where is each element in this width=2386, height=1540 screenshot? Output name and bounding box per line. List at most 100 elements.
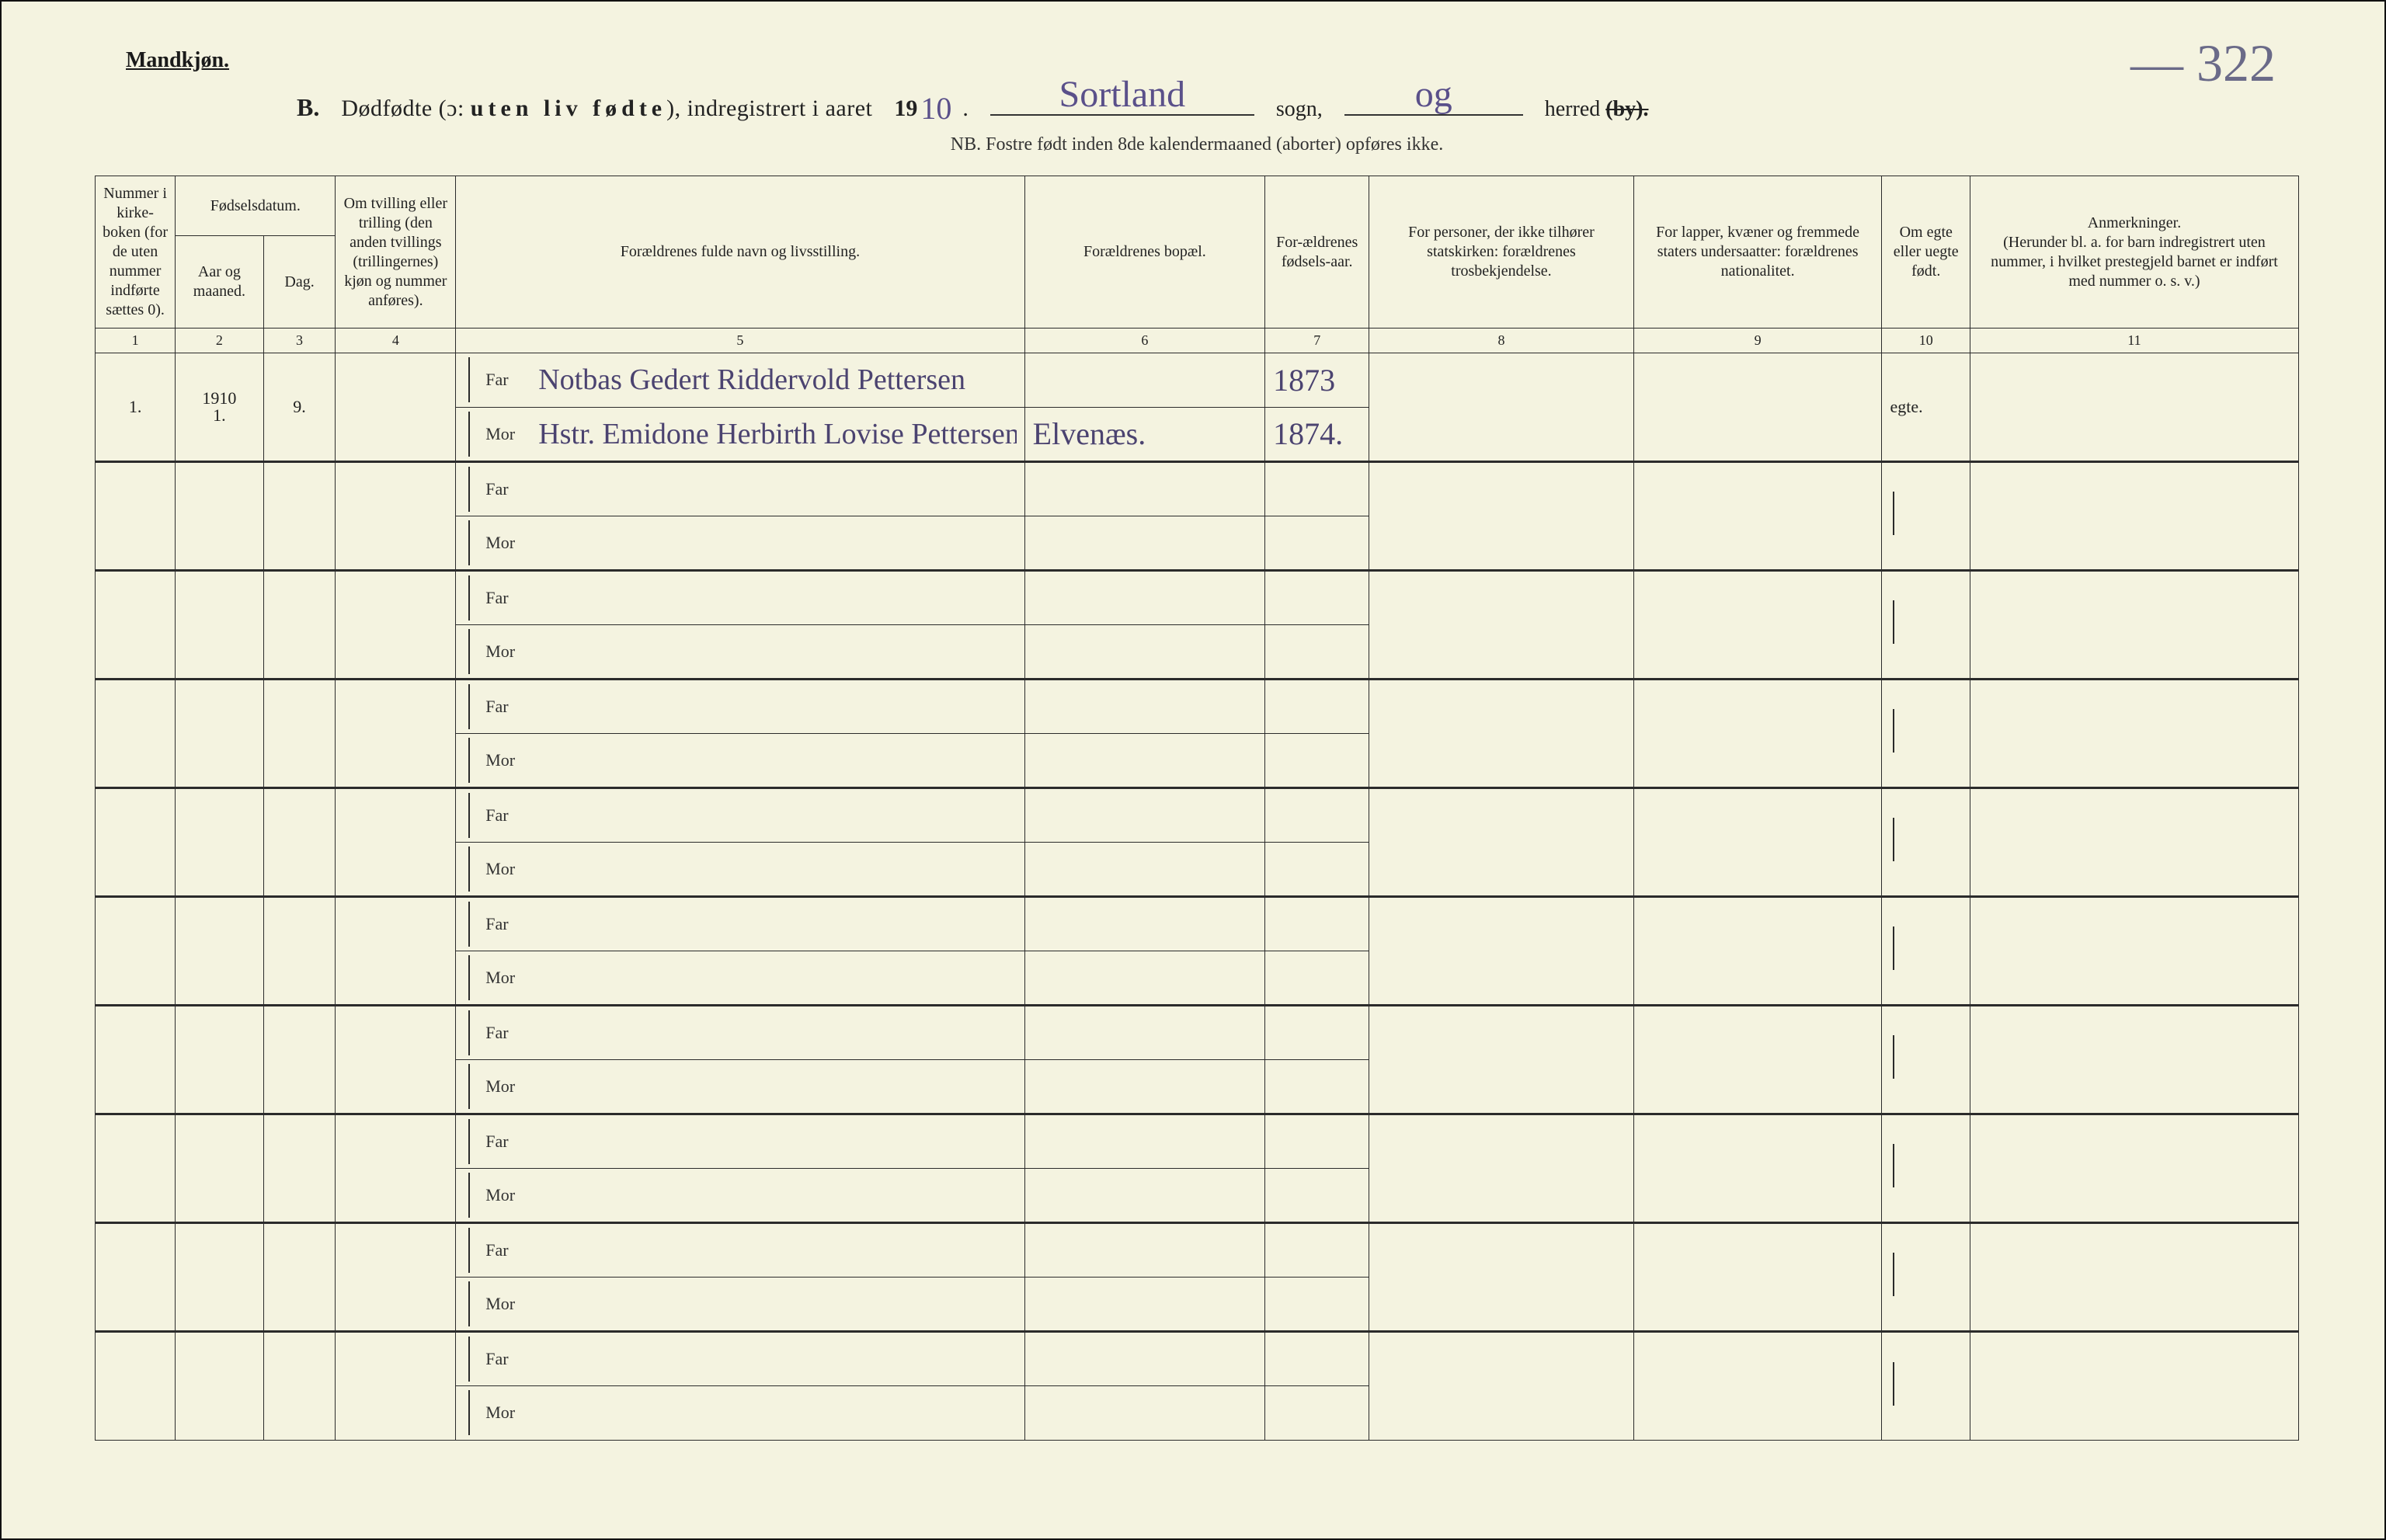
entry-row-far: Far — [96, 1114, 2299, 1168]
entry-mor-bopael — [1024, 733, 1264, 787]
entry-tros — [1369, 1331, 1633, 1440]
entry-dag — [263, 1331, 336, 1440]
entry-far-name: Far — [456, 1222, 1024, 1277]
colnum-1: 1 — [96, 329, 176, 353]
parent-name-cell: Mor — [464, 951, 1016, 1004]
col-header-2a: Aar og maaned. — [176, 236, 263, 329]
colnum-3: 3 — [263, 329, 336, 353]
entry-tvilling — [336, 679, 456, 787]
entry-far-name: Far — [456, 1114, 1024, 1168]
role-divider — [468, 1173, 470, 1218]
entry-tros — [1369, 896, 1633, 1005]
entry-number — [96, 1005, 176, 1114]
entry-aar — [176, 896, 263, 1005]
role-label: Far — [485, 1240, 523, 1260]
entry-tros — [1369, 1114, 1633, 1222]
parent-name: Hstr. Emidone Herbirth Lovise Pettersen — [538, 417, 1016, 451]
parent-name-cell: Far — [464, 1115, 1016, 1168]
entry-row-far: Far — [96, 461, 2299, 516]
role-divider — [468, 575, 470, 621]
entry-mor-bopael — [1024, 1277, 1264, 1331]
entry-aar — [176, 1005, 263, 1114]
table-head: Nummer i kirke-boken (for de uten nummer… — [96, 176, 2299, 353]
role-label: Mor — [485, 424, 523, 444]
col-header-1: Nummer i kirke-boken (for de uten nummer… — [96, 176, 176, 329]
col-header-11: Anmerkninger. (Herunder bl. a. for barn … — [1970, 176, 2298, 329]
col-header-2b: Dag. — [263, 236, 336, 329]
entry-far-faar — [1265, 896, 1369, 951]
entry-egte — [1882, 1331, 1970, 1440]
colnum-9: 9 — [1633, 329, 1882, 353]
entry-dag — [263, 1222, 336, 1331]
entry-tros — [1369, 353, 1633, 461]
entry-egte — [1882, 1005, 1970, 1114]
ledger-page: Mandkjøn. — 322 B. Dødfødte (ɔ: uten liv… — [0, 0, 2386, 1540]
parent-name-cell: FarNotbas Gedert Riddervold Pettersen — [464, 353, 1016, 407]
entry-nat — [1633, 787, 1882, 896]
entry-far-bopael — [1024, 1222, 1264, 1277]
parent-name-cell: Far — [464, 572, 1016, 624]
title-prefix: B. — [297, 93, 319, 122]
bracket-mark — [1893, 1253, 1894, 1296]
colnum-7: 7 — [1265, 329, 1369, 353]
role-divider — [468, 1010, 470, 1055]
role-label: Far — [485, 805, 523, 826]
entry-far-bopael — [1024, 896, 1264, 951]
entry-number: 1. — [96, 353, 176, 461]
year-prefix: 19 — [894, 96, 917, 122]
entry-far-bopael — [1024, 570, 1264, 624]
entry-nat — [1633, 353, 1882, 461]
entry-anm — [1970, 1222, 2298, 1331]
entry-aar: 1910 1. — [176, 353, 263, 461]
entry-tvilling — [336, 1331, 456, 1440]
entry-mor-bopael — [1024, 951, 1264, 1005]
entry-number — [96, 1222, 176, 1331]
entry-egte — [1882, 1114, 1970, 1222]
parent-name-cell: Mor — [464, 1278, 1016, 1330]
title-main: Dødfødte (ɔ: uten liv fødte), indregistr… — [341, 96, 872, 122]
parent-name-cell: Far — [464, 1333, 1016, 1385]
entry-mor-faar — [1265, 1277, 1369, 1331]
entry-mor-name: Mor — [456, 1385, 1024, 1440]
parent-name-cell: Far — [464, 680, 1016, 733]
entry-anm — [1970, 570, 2298, 679]
entry-far-name: Far — [456, 570, 1024, 624]
entry-anm — [1970, 679, 2298, 787]
entry-anm — [1970, 461, 2298, 570]
entry-aar — [176, 461, 263, 570]
entry-egte — [1882, 1222, 1970, 1331]
role-label: Mor — [485, 968, 523, 988]
entry-mor-name: Mor — [456, 733, 1024, 787]
entry-nat — [1633, 679, 1882, 787]
col-header-10: Om egte eller uegte født. — [1882, 176, 1970, 329]
role-label: Mor — [485, 1403, 523, 1423]
sogn-blank: Sortland — [990, 89, 1254, 116]
entry-number — [96, 679, 176, 787]
parent-name-cell: Far — [464, 1006, 1016, 1059]
entry-mor-name: Mor — [456, 842, 1024, 896]
entry-nat — [1633, 1114, 1882, 1222]
entry-tvilling — [336, 1222, 456, 1331]
entry-mor-bopael: Elvenæs. — [1024, 407, 1264, 461]
parent-name-cell: Mor Hstr. Emidone Herbirth Lovise Petters… — [464, 408, 1016, 461]
entry-mor-name: Mor — [456, 1277, 1024, 1331]
entry-far-bopael — [1024, 787, 1264, 842]
colnum-8: 8 — [1369, 329, 1633, 353]
entry-egte — [1882, 679, 1970, 787]
parent-name-cell: Mor — [464, 625, 1016, 678]
ledger-table: Nummer i kirke-boken (for de uten nummer… — [95, 176, 2299, 1441]
entry-mor-bopael — [1024, 842, 1264, 896]
entry-dag: 9. — [263, 353, 336, 461]
entry-far-faar — [1265, 1005, 1369, 1059]
role-divider — [468, 846, 470, 892]
parent-name-cell: Mor — [464, 843, 1016, 895]
role-label: Mor — [485, 641, 523, 662]
role-divider — [468, 629, 470, 674]
parent-name-cell: Far — [464, 789, 1016, 842]
parent-name-cell: Far — [464, 463, 1016, 516]
herred-blank: og — [1344, 89, 1523, 116]
entry-tvilling — [336, 896, 456, 1005]
title-line: B. Dødfødte (ɔ: uten liv fødte), indregi… — [297, 87, 2299, 123]
entry-tros — [1369, 1222, 1633, 1331]
entry-mor-bopael — [1024, 1059, 1264, 1114]
